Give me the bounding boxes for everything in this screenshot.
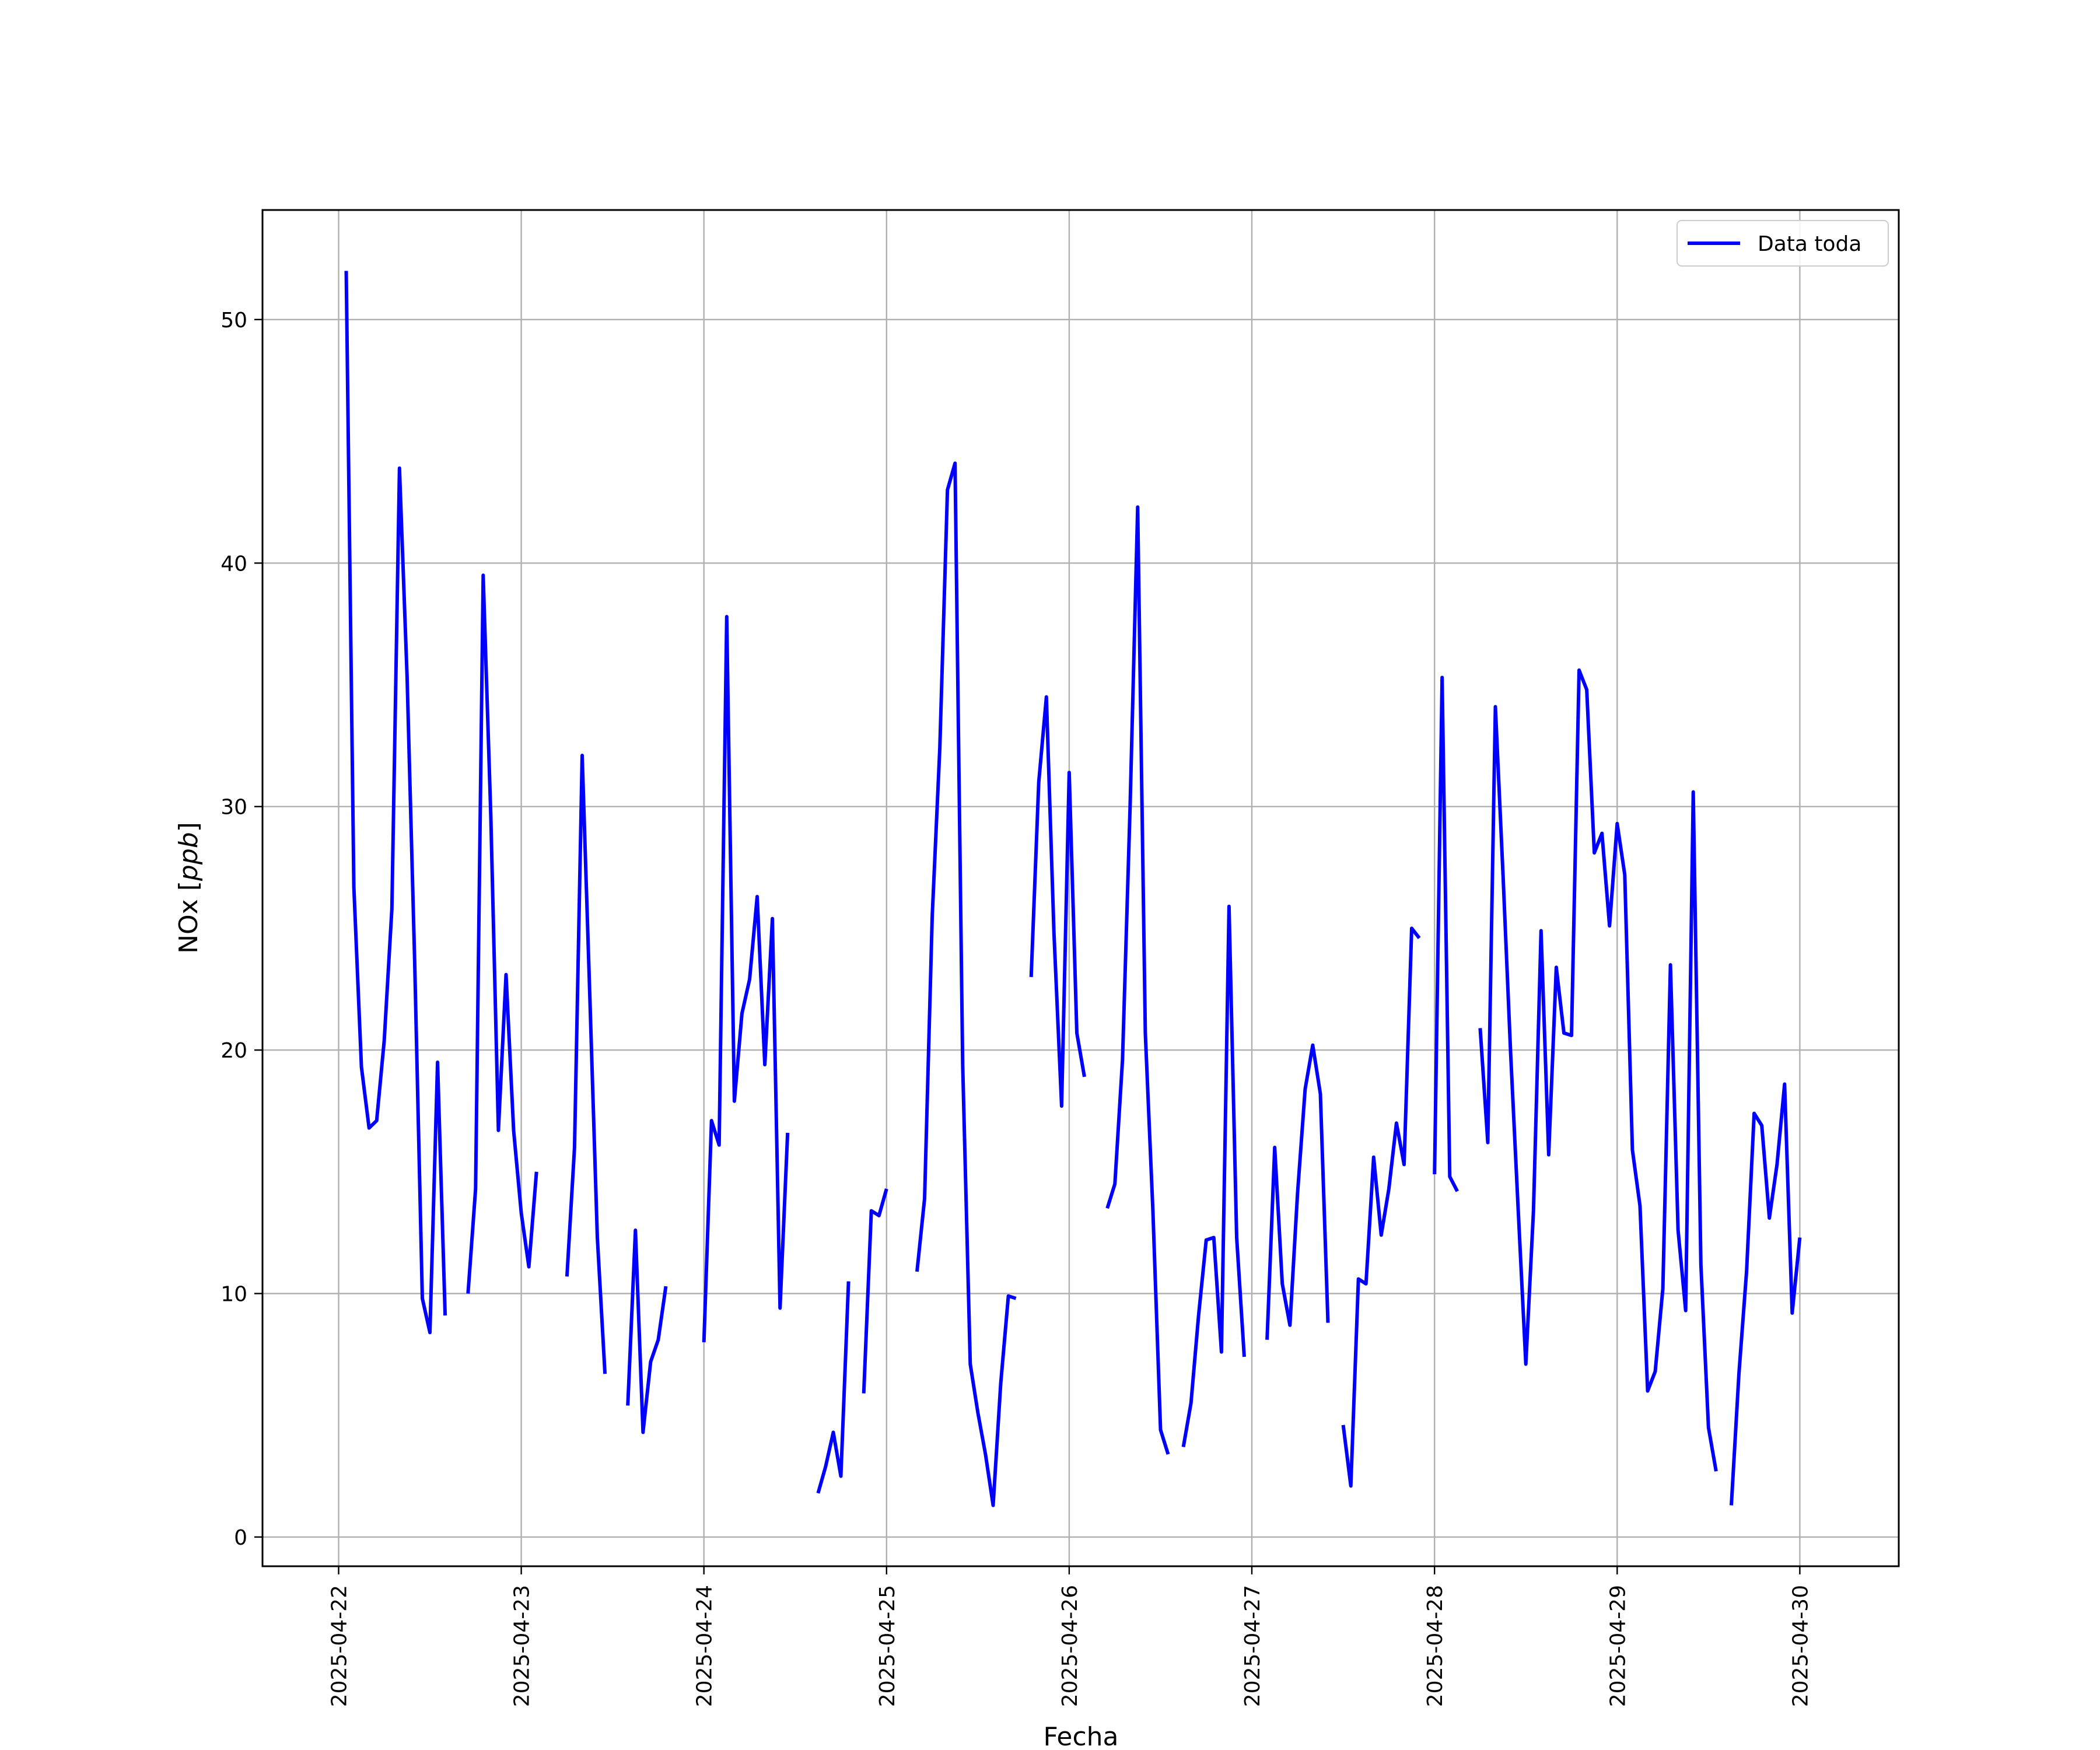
y-axis-ticks: 0 10 20 30 40 50 <box>220 309 262 1550</box>
x-axis-label: Fecha <box>1043 1722 1118 1750</box>
y-tick-label: 30 <box>220 796 247 820</box>
x-tick-label: 2025-04-30 <box>1788 1585 1812 1707</box>
series-line-segment <box>1265 1043 1330 1340</box>
y-tick-label: 50 <box>220 309 247 332</box>
series-line-segment <box>816 1281 850 1494</box>
x-tick-label: 2025-04-23 <box>510 1585 534 1707</box>
series-line-segment <box>1478 668 1718 1472</box>
series-line-segment <box>1730 1082 1802 1506</box>
y-tick-label: 20 <box>220 1039 247 1063</box>
legend-label-data-toda: Data toda <box>1758 232 1861 256</box>
x-tick-label: 2025-04-25 <box>876 1585 900 1707</box>
y-axis-label-unit: ppb <box>174 832 204 881</box>
grid-lines <box>262 210 1899 1566</box>
series-data-toda <box>344 271 1802 1507</box>
series-line-segment <box>702 615 790 1343</box>
series-line-segment <box>1433 676 1459 1192</box>
x-tick-label: 2025-04-26 <box>1058 1585 1082 1707</box>
series-line-segment <box>1181 904 1246 1448</box>
y-axis-label-name: NOx <box>174 899 204 954</box>
series-line-segment <box>862 1188 888 1394</box>
y-tick-label: 10 <box>220 1283 247 1307</box>
y-tick-label: 0 <box>234 1526 247 1550</box>
x-tick-label: 2025-04-29 <box>1606 1585 1630 1707</box>
y-tick-label: 40 <box>220 552 247 576</box>
x-tick-label: 2025-04-28 <box>1423 1585 1447 1707</box>
plot-area-frame <box>261 209 1900 1567</box>
x-axis-ticks: 2025-04-22 2025-04-23 2025-04-24 2025-04-25… <box>328 1566 1812 1707</box>
series-line-segment <box>466 573 538 1294</box>
series-line-segment <box>915 461 1017 1507</box>
series-line-segment <box>1105 505 1170 1455</box>
x-tick-label: 2025-04-24 <box>693 1585 717 1707</box>
series-line-segment <box>1341 926 1421 1488</box>
series-line-segment <box>344 271 447 1335</box>
series-line-segment <box>626 1228 668 1434</box>
series-line-segment <box>1029 695 1086 1108</box>
y-axis-label: NOx [ppb] <box>174 822 204 954</box>
series-line-segment <box>565 754 607 1374</box>
legend-box <box>1676 220 1889 267</box>
x-tick-label: 2025-04-27 <box>1241 1585 1265 1707</box>
x-tick-label: 2025-04-22 <box>328 1585 352 1707</box>
legend: Data toda <box>1676 220 1889 267</box>
